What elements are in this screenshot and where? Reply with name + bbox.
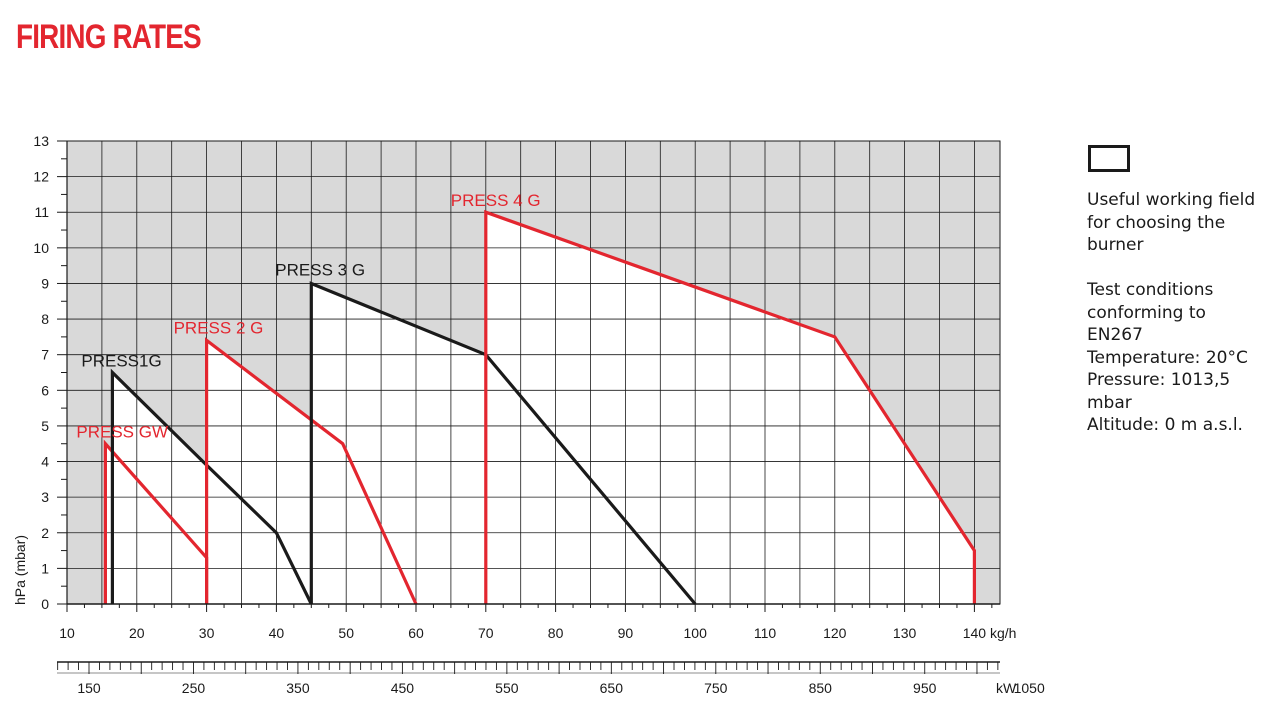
series-line [309,281,697,606]
kw-tick-label: 650 [600,680,624,696]
x-tick-label: 20 [129,625,145,641]
legend-line: for choosing the [1087,212,1226,233]
kw-tick-label: 250 [182,680,206,696]
y-tick-label: 4 [41,454,49,470]
kw-tick-label: 1050 [1014,680,1045,696]
y-tick-label: 0 [41,596,49,612]
series-line [205,337,418,605]
page-title: FIRING RATES [16,18,202,56]
x-tick-label: 50 [338,625,354,641]
legend-description: Useful working field for choosing the bu… [1087,189,1282,257]
y-axis-label: hPa (mbar) [12,535,28,605]
x-tick-label: 40 [269,625,285,641]
kw-tick-label: 850 [809,680,833,696]
y-tick-label: 3 [41,489,49,505]
x-tick-label: 10 [59,625,75,641]
kw-tick-label: 550 [495,680,519,696]
test-line: conforming to [1087,302,1206,323]
test-line: Test conditions [1087,280,1214,300]
test-line: EN267 [1087,325,1143,345]
y-tick-label: 1 [41,560,49,576]
y-tick-label: 12 [33,169,49,185]
x-tick-label: 60 [408,625,424,641]
series-label: PRESS GW [76,423,168,442]
working-field-legend-swatch [1088,145,1130,172]
kw-axis-unit: kW [996,680,1017,696]
kw-tick-label: 350 [286,680,310,696]
test-line: Pressure: 1013,5 [1087,370,1231,390]
x-axis-unit: kg/h [990,625,1016,641]
series-label: PRESS 4 G [451,191,541,210]
test-line: mbar [1087,392,1132,413]
y-tick-label: 6 [41,382,49,398]
x-tick-label: 140 [963,625,987,641]
test-line: Altitude: 0 m a.s.l. [1087,415,1243,435]
test-line: Temperature: 20°C [1087,347,1248,368]
kw-tick-label: 950 [913,680,937,696]
series-label: PRESS 3 G [275,260,365,279]
series-label: PRESS 2 G [174,318,264,337]
y-tick-label: 10 [33,240,49,256]
kw-tick-label: 150 [77,680,101,696]
series-line [484,209,977,604]
legend-line: Useful working field [1087,190,1256,210]
y-tick-label: 11 [34,204,49,220]
y-tick-label: 7 [41,347,49,363]
test-conditions: Test conditions conforming to EN267 Temp… [1087,279,1282,437]
y-tick-label: 5 [41,418,49,434]
x-tick-label: 100 [684,625,708,641]
kw-tick-label: 450 [391,680,415,696]
x-tick-label: 70 [478,625,494,641]
series-label: PRESS1G [81,352,161,371]
y-tick-label: 13 [33,133,49,149]
y-tick-label: 9 [41,275,49,291]
x-tick-label: 30 [199,625,215,641]
x-tick-label: 130 [893,625,917,641]
x-tick-label: 80 [548,625,564,641]
kw-tick-label: 750 [704,680,728,696]
y-tick-label: 8 [41,311,49,327]
x-tick-label: 120 [823,625,847,641]
x-tick-label: 110 [754,625,777,641]
legend-line: burner [1087,235,1144,255]
x-tick-label: 90 [618,625,634,641]
y-tick-label: 2 [41,525,49,541]
